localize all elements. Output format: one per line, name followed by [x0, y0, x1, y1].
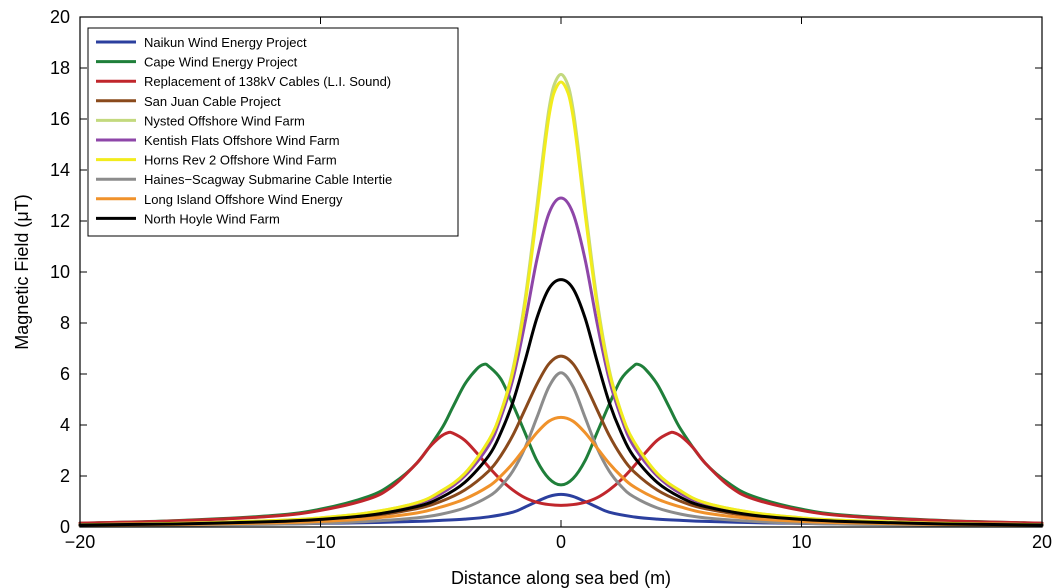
legend-entry-label: Cape Wind Energy Project [144, 55, 298, 70]
y-tick-label: 10 [50, 262, 70, 282]
legend: Naikun Wind Energy Project Cape Wind Ener… [87, 27, 459, 237]
x-tick-label: 10 [791, 532, 811, 552]
y-tick-label: 18 [50, 58, 70, 78]
series-line-7 [78, 80, 1044, 527]
legend-entry-label: Horns Rev 2 Offshore Wind Farm [144, 153, 337, 168]
legend-entry-label: Naikun Wind Energy Project [144, 35, 307, 50]
y-tick-label: 2 [60, 466, 70, 486]
series-line-8 [78, 371, 1044, 528]
y-tick-label: 4 [60, 415, 70, 435]
y-tick-label: 16 [50, 109, 70, 129]
series-line-3 [78, 430, 1044, 525]
y-axis-label: Magnetic Field (μT) [12, 194, 32, 349]
y-tick-label: 8 [60, 313, 70, 333]
x-axis-label: Distance along sea bed (m) [451, 568, 671, 588]
legend-entry-label: North Hoyle Wind Farm [144, 211, 280, 226]
x-tick-label: 20 [1032, 532, 1052, 552]
y-tick-label: 6 [60, 364, 70, 384]
legend-box [87, 27, 459, 237]
y-tick-label: 0 [60, 517, 70, 537]
x-tick-label: −20 [65, 532, 96, 552]
legend-entry-label: Haines−Scagway Submarine Cable Intertie [144, 172, 392, 187]
legend-entry-label: Kentish Flats Offshore Wind Farm [144, 133, 340, 148]
y-tick-label: 12 [50, 211, 70, 231]
legend-entry-label: San Juan Cable Project [144, 94, 281, 109]
legend-entry-label: Nysted Offshore Wind Farm [144, 113, 305, 128]
ticks-layer: −20 −10 0 10 20 0 2 4 6 8 10 12 14 16 18 20 [50, 7, 1052, 552]
y-tick-label: 14 [50, 160, 70, 180]
x-tick-label: −10 [305, 532, 336, 552]
legend-entry-label: Long Island Offshore Wind Energy [144, 192, 343, 207]
series-line-10 [78, 278, 1044, 527]
series-line-9 [78, 415, 1044, 527]
legend-entry-label: Replacement of 138kV Cables (L.I. Sound) [144, 74, 391, 89]
x-tick-label: 0 [556, 532, 566, 552]
series-layer [78, 72, 1044, 528]
y-tick-label: 20 [50, 7, 70, 27]
